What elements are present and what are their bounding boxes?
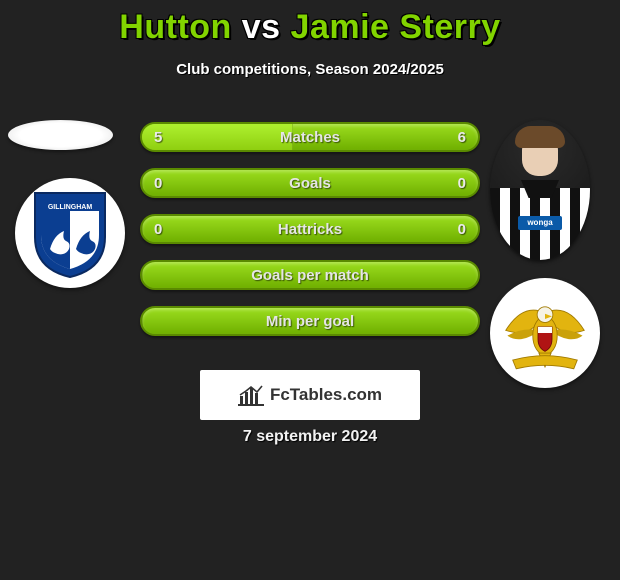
club-badge-left: GILLINGHAM xyxy=(15,178,125,288)
stat-bar-hattricks: 0 Hattricks 0 xyxy=(140,214,480,244)
stat-bar-min-per-goal: Min per goal xyxy=(140,306,480,336)
stat-bar-matches: 5 Matches 6 xyxy=(140,122,480,152)
player-right-photo: wonga xyxy=(490,120,590,260)
stat-label: Goals per match xyxy=(142,262,478,288)
stat-label: Hattricks xyxy=(142,216,478,242)
stat-label: Goals xyxy=(142,170,478,196)
watermark-text: FcTables.com xyxy=(270,385,382,405)
svg-text:GILLINGHAM: GILLINGHAM xyxy=(48,204,92,211)
comparison-title: Hutton vs Jamie Sterry xyxy=(0,0,620,47)
stat-label: Min per goal xyxy=(142,308,478,334)
stat-label: Matches xyxy=(142,124,478,150)
player-left-photo-placeholder xyxy=(8,120,113,150)
subtitle: Club competitions, Season 2024/2025 xyxy=(0,61,620,78)
generation-date: 7 september 2024 xyxy=(0,428,620,446)
stat-bar-goals-per-match: Goals per match xyxy=(140,260,480,290)
stat-bars: 5 Matches 6 0 Goals 0 0 Hattricks 0 Goal… xyxy=(140,122,480,352)
watermark: FcTables.com xyxy=(200,370,420,420)
title-player-right: Jamie Sterry xyxy=(291,8,501,46)
club-badge-left-shield: GILLINGHAM xyxy=(31,187,109,279)
title-player-left: Hutton xyxy=(119,8,232,46)
player-right-sponsor: wonga xyxy=(518,216,562,230)
stat-bar-goals: 0 Goals 0 xyxy=(140,168,480,198)
club-badge-right xyxy=(490,278,600,388)
bar-chart-icon xyxy=(238,384,264,406)
stat-right-value: 0 xyxy=(458,170,466,196)
stat-right-value: 0 xyxy=(458,216,466,242)
eagle-crest-icon xyxy=(497,285,593,381)
title-vs: vs xyxy=(242,8,281,46)
stat-right-value: 6 xyxy=(458,124,466,150)
